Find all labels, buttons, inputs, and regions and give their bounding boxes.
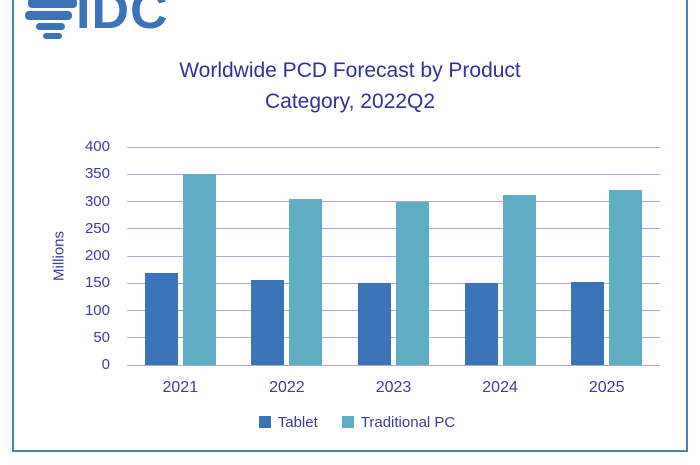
bar-traditional-pc-2022 (289, 198, 323, 365)
bar-group-2023 (357, 147, 429, 365)
chart-title: Worldwide PCD Forecast by Product Catego… (130, 55, 570, 117)
bar-group-2021 (144, 147, 216, 365)
bar-tablet-2024 (464, 282, 498, 365)
gridline (127, 337, 660, 339)
legend-item-tablet: Tablet (258, 413, 318, 431)
chart-title-line2: Category, 2022Q2 (264, 90, 436, 113)
x-axis-label-2021: 2021 (162, 379, 199, 396)
idc-logo: IDC (0, 0, 200, 50)
x-axis-label-2024: 2024 (482, 379, 518, 396)
bar-traditional-pc-2025 (609, 190, 643, 365)
y-tick-label: 400 (84, 138, 110, 155)
y-axis: 0 50 100 150 200 250 300 350 400 (60, 138, 110, 373)
bar-tablet-2022 (251, 279, 285, 365)
legend-label: Tablet (277, 413, 318, 431)
gridline (127, 228, 660, 230)
y-tick-label: 300 (84, 192, 110, 210)
x-axis-label-2023: 2023 (375, 379, 412, 396)
chart-frame (12, 0, 688, 452)
plot-area (127, 146, 660, 366)
chart-title-line1: Worldwide PCD Forecast by Product (179, 59, 521, 82)
y-tick-label: 200 (84, 247, 110, 264)
x-axis-label-2022: 2022 (269, 379, 305, 396)
idc-globe-icon (25, 11, 72, 20)
legend-swatch-icon (341, 416, 354, 428)
gridline (127, 201, 660, 202)
y-tick-label: 150 (84, 274, 110, 292)
bar-group-2025 (571, 147, 643, 365)
y-tick-label: 350 (84, 165, 110, 183)
y-tick-label: 250 (84, 219, 110, 237)
gridline (127, 255, 660, 257)
gridline (127, 364, 660, 366)
x-axis-label-2025: 2025 (588, 379, 625, 396)
y-tick-label: 50 (93, 328, 110, 346)
bar-traditional-pc-2021 (182, 174, 216, 365)
y-tick-label: 0 (101, 356, 110, 373)
bar-tablet-2021 (144, 273, 178, 365)
gridline (127, 173, 660, 175)
idc-globe-icon (28, 0, 77, 8)
bar-tablet-2025 (571, 281, 605, 365)
bar-group-2022 (251, 147, 323, 365)
gridline (127, 146, 660, 148)
legend-swatch-icon (258, 416, 271, 428)
idc-globe-icon (43, 33, 62, 39)
gridline (127, 282, 660, 284)
y-tick-label: 100 (84, 301, 110, 319)
legend-item-traditional-pc: Traditional PC (341, 413, 456, 431)
bar-traditional-pc-2024 (502, 194, 536, 365)
bar-groups (127, 147, 660, 365)
x-axis: 2021 2022 2023 2024 2025 (127, 379, 660, 401)
bar-traditional-pc-2023 (395, 202, 429, 365)
legend: Tablet Traditional PC (57, 410, 657, 434)
bar-tablet-2023 (357, 283, 391, 365)
idc-logo-text: IDC (76, 0, 169, 40)
bar-group-2024 (464, 147, 536, 365)
legend-label: Traditional PC (360, 413, 456, 431)
idc-globe-icon (36, 23, 65, 30)
gridline (127, 310, 660, 311)
